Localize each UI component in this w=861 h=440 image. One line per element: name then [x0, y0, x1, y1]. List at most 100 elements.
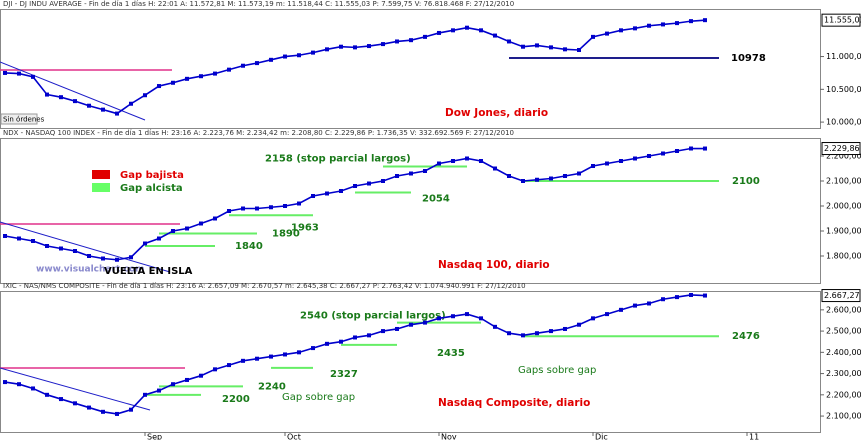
price-point — [129, 255, 133, 260]
price-point — [507, 331, 511, 336]
resistance-lines — [0, 69, 185, 369]
price-point — [521, 179, 525, 183]
y-tick-label: 2.000,00 — [826, 202, 861, 211]
price-point — [31, 239, 35, 243]
price-point — [325, 191, 329, 196]
legend-swatch — [92, 170, 110, 179]
price-point — [451, 159, 455, 163]
price-point — [297, 350, 301, 355]
panel-header: DJI - DJ INDU AVERAGE - Fin de día 1 día… — [3, 0, 514, 8]
last-price-label: 2.229,86 — [824, 144, 860, 153]
price-point — [199, 74, 203, 79]
price-point — [255, 356, 259, 361]
price-point — [17, 382, 21, 387]
price-point — [157, 236, 161, 241]
price-point — [367, 333, 371, 338]
price-point — [451, 314, 455, 319]
price-point — [479, 316, 483, 321]
price-point — [521, 333, 525, 338]
price-point — [479, 28, 483, 33]
price-point — [241, 63, 245, 68]
price-point — [171, 229, 175, 233]
price-point — [591, 316, 595, 321]
price-point — [101, 107, 105, 112]
panel-title: Dow Jones, diario — [445, 107, 548, 119]
price-point — [129, 101, 133, 106]
price-point — [87, 405, 91, 410]
price-point — [493, 166, 497, 171]
price-point — [577, 47, 581, 52]
price-point — [171, 382, 175, 387]
price-point — [647, 154, 651, 158]
panel-frame — [0, 138, 821, 284]
price-point — [381, 329, 385, 334]
price-point — [3, 70, 7, 75]
price-point — [563, 47, 567, 52]
level-label: 2158 (stop parcial largos) — [265, 154, 411, 165]
price-point — [409, 171, 413, 176]
price-point — [409, 322, 413, 327]
price-point — [535, 43, 539, 48]
status: Sin órdenes — [3, 116, 45, 124]
y-tick-label: 10.000,00 — [826, 118, 861, 127]
price-point — [437, 30, 441, 35]
price-point — [73, 401, 77, 406]
level-label: 2100 — [732, 176, 760, 187]
price-point — [213, 71, 217, 76]
price-point — [339, 189, 343, 193]
price-point — [675, 149, 679, 153]
y-tick-label: 10.500,00 — [826, 85, 861, 94]
price-point — [647, 301, 651, 306]
price-point — [367, 181, 371, 186]
price-point — [241, 206, 245, 211]
price-point — [311, 194, 315, 198]
price-point — [87, 254, 91, 258]
price-point — [423, 34, 427, 39]
x-tick-label: 11 — [749, 433, 759, 440]
price-point — [227, 209, 231, 213]
price-point — [297, 53, 301, 58]
price-point — [633, 26, 637, 31]
price-point — [73, 99, 77, 104]
status-box — [0, 113, 38, 125]
price-point — [115, 111, 119, 116]
price-point — [675, 21, 679, 26]
price-point — [395, 39, 399, 44]
level-label: 10978 — [731, 53, 766, 64]
price-point — [227, 67, 231, 72]
annotation: Gaps sobre gap — [518, 365, 596, 376]
level-label: 2435 — [437, 348, 465, 359]
y-tick-label: 2.100,00 — [826, 177, 861, 186]
trend-line — [0, 221, 171, 273]
last-price-label: 11.555,03 — [824, 16, 861, 25]
legend-swatch — [92, 183, 110, 192]
price-point — [465, 25, 469, 30]
price-point — [87, 103, 91, 108]
level-label: 2054 — [422, 194, 450, 205]
price-point — [395, 326, 399, 331]
level-label: 1890 — [272, 229, 300, 240]
panel-frame — [0, 9, 821, 129]
price-point — [143, 241, 147, 246]
price-point — [381, 42, 385, 47]
price-point — [633, 156, 637, 161]
legend-label: Gap alcista — [120, 183, 183, 194]
panel-frame — [0, 291, 821, 433]
price-point — [129, 407, 133, 412]
price-point — [437, 316, 441, 321]
level-label: 2476 — [732, 331, 760, 342]
price-point — [213, 216, 217, 221]
price-point — [45, 92, 49, 97]
y-tick-label: 2.300,00 — [826, 369, 861, 378]
price-point — [479, 159, 483, 163]
legend-label: Gap bajista — [120, 170, 184, 181]
last-price-label: 2.667,27 — [824, 291, 860, 300]
price-point — [563, 174, 567, 178]
price-point — [241, 358, 245, 363]
price-point — [675, 295, 679, 300]
y-tick-label: 2.200,00 — [826, 390, 861, 399]
y-tick-label: 2.100,00 — [826, 412, 861, 421]
price-point — [661, 22, 665, 27]
